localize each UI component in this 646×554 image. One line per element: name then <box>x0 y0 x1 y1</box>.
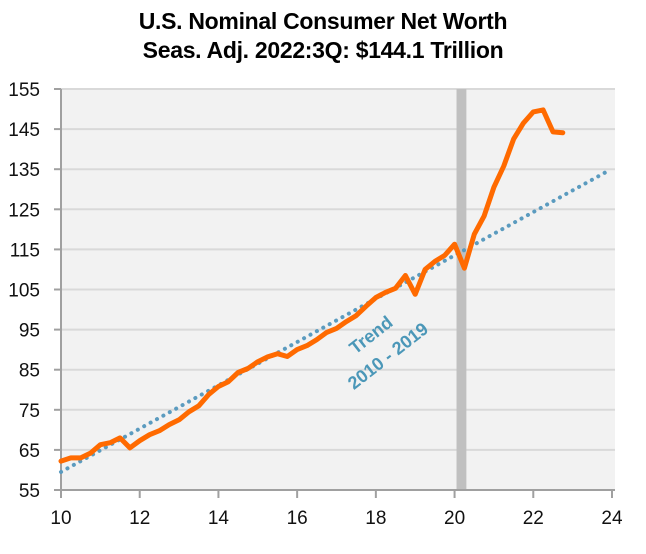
y-tick-label: 135 <box>8 160 40 181</box>
y-tick-label: 55 <box>19 481 40 502</box>
recession-bar <box>456 89 467 490</box>
trend-line <box>59 170 609 474</box>
x-tick-label: 10 <box>50 508 71 529</box>
y-tick-label: 95 <box>19 321 40 342</box>
y-tick-label: 115 <box>10 240 40 261</box>
x-tick-label: 24 <box>601 508 623 529</box>
y-tick-label: 75 <box>19 401 40 422</box>
y-tick-label: 125 <box>8 200 40 221</box>
x-tick-label: 16 <box>287 508 308 529</box>
x-axis-ticks: 10 12 14 16 18 20 22 24 <box>50 490 623 529</box>
x-tick-label: 18 <box>365 508 386 529</box>
x-tick-label: 12 <box>129 508 150 529</box>
recession-shading <box>456 89 467 490</box>
series-group <box>58 107 609 474</box>
x-tick-label: 14 <box>208 508 230 529</box>
y-tick-label: 65 <box>19 441 40 462</box>
chart-subtitle: Seas. Adj. 2022:3Q: $144.1 Trillion <box>142 37 504 63</box>
y-tick-label: 85 <box>19 361 40 382</box>
y-tick-label: 145 <box>8 120 40 141</box>
y-tick-label: 105 <box>8 281 40 302</box>
y-tick-label: 155 <box>8 80 40 101</box>
x-tick-label: 22 <box>523 508 544 529</box>
net-worth-line <box>58 107 566 464</box>
chart-title: U.S. Nominal Consumer Net Worth <box>138 8 508 34</box>
y-axis-ticks: 55 65 75 85 95 105 115 125 135 145 155 <box>8 80 61 502</box>
x-tick-label: 20 <box>444 508 465 529</box>
